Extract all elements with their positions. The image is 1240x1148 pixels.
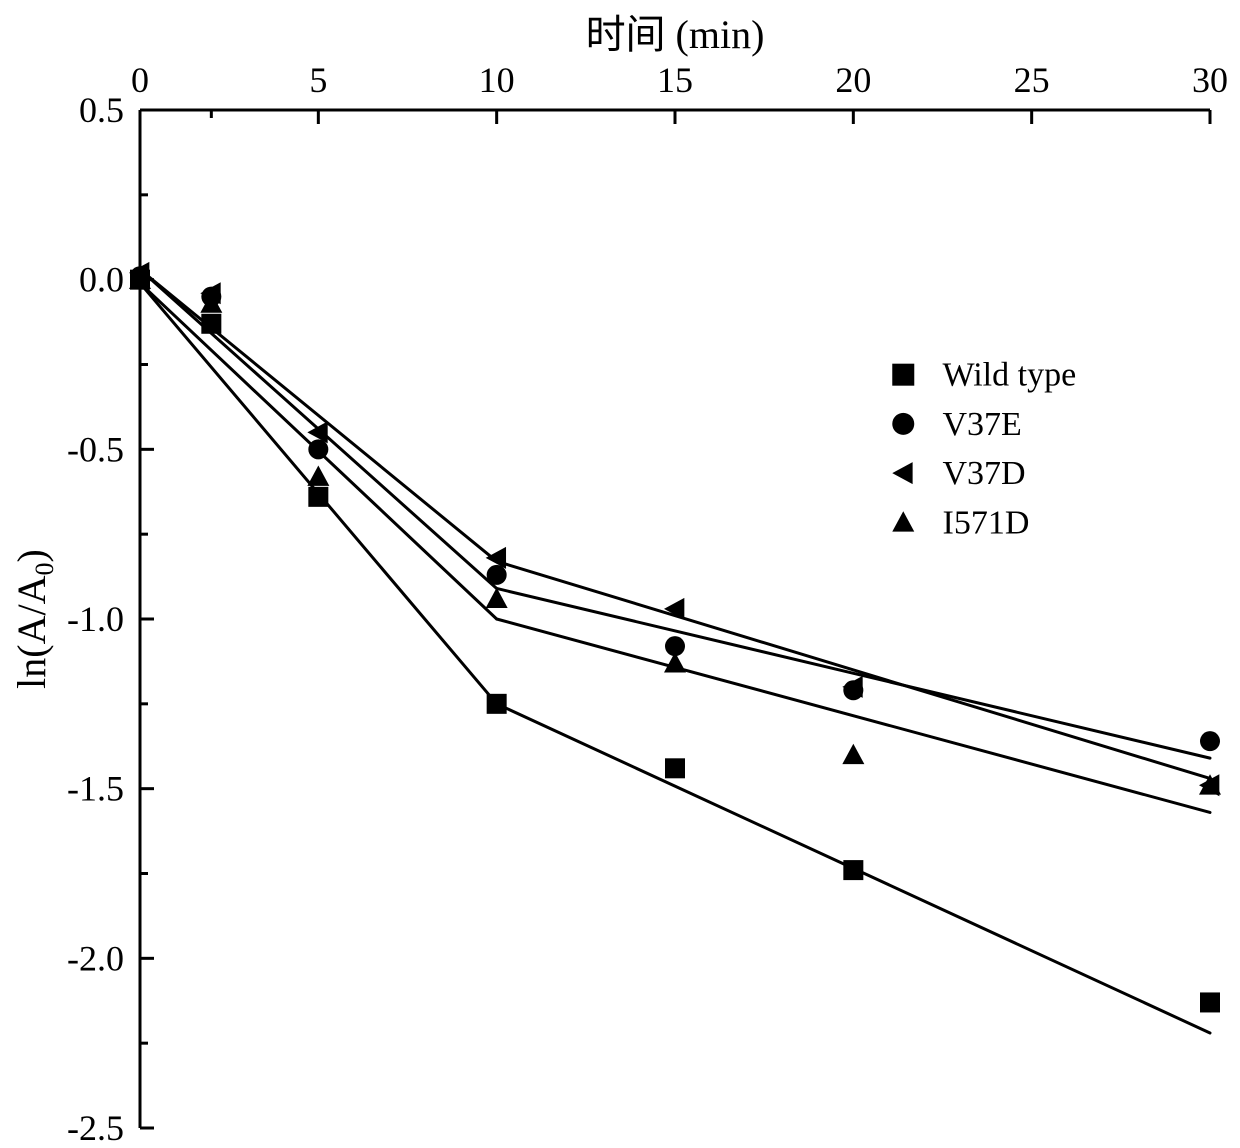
y-tick-label: 0.0 xyxy=(79,260,124,300)
y-tick-label: -0.5 xyxy=(67,429,124,469)
data-point xyxy=(487,694,507,714)
y-tick-label: -2.0 xyxy=(67,938,124,978)
x-tick-label: 0 xyxy=(131,60,149,100)
y-tick-label: 0.5 xyxy=(79,90,124,130)
legend-label: V37E xyxy=(943,406,1022,443)
legend-label: I571D xyxy=(943,504,1030,541)
x-axis-title: 时间 (min) xyxy=(586,12,765,57)
x-tick-label: 15 xyxy=(657,60,693,100)
y-tick-label: -1.5 xyxy=(67,769,124,809)
data-point xyxy=(843,860,863,880)
y-tick-label: -2.5 xyxy=(67,1108,124,1148)
x-tick-label: 10 xyxy=(479,60,515,100)
legend-label: Wild type xyxy=(943,357,1077,394)
x-tick-label: 5 xyxy=(309,60,327,100)
x-tick-label: 25 xyxy=(1014,60,1050,100)
y-tick-label: -1.0 xyxy=(67,599,124,639)
legend-marker xyxy=(892,413,914,435)
data-point xyxy=(487,565,507,585)
decay-chart: 0 5 10 15 20 25 30 时间 (min) 0.5 0.0 -0.5 -1.0 -1.5 -2… xyxy=(0,0,1240,1148)
data-point xyxy=(665,758,685,778)
data-point xyxy=(1200,992,1220,1012)
legend-marker xyxy=(892,364,914,386)
data-point xyxy=(1200,731,1220,751)
x-tick-label: 20 xyxy=(835,60,871,100)
data-point xyxy=(201,314,221,334)
x-tick-label: 30 xyxy=(1192,60,1228,100)
legend-label: V37D xyxy=(943,455,1026,492)
data-point xyxy=(308,487,328,507)
data-point xyxy=(308,439,328,459)
